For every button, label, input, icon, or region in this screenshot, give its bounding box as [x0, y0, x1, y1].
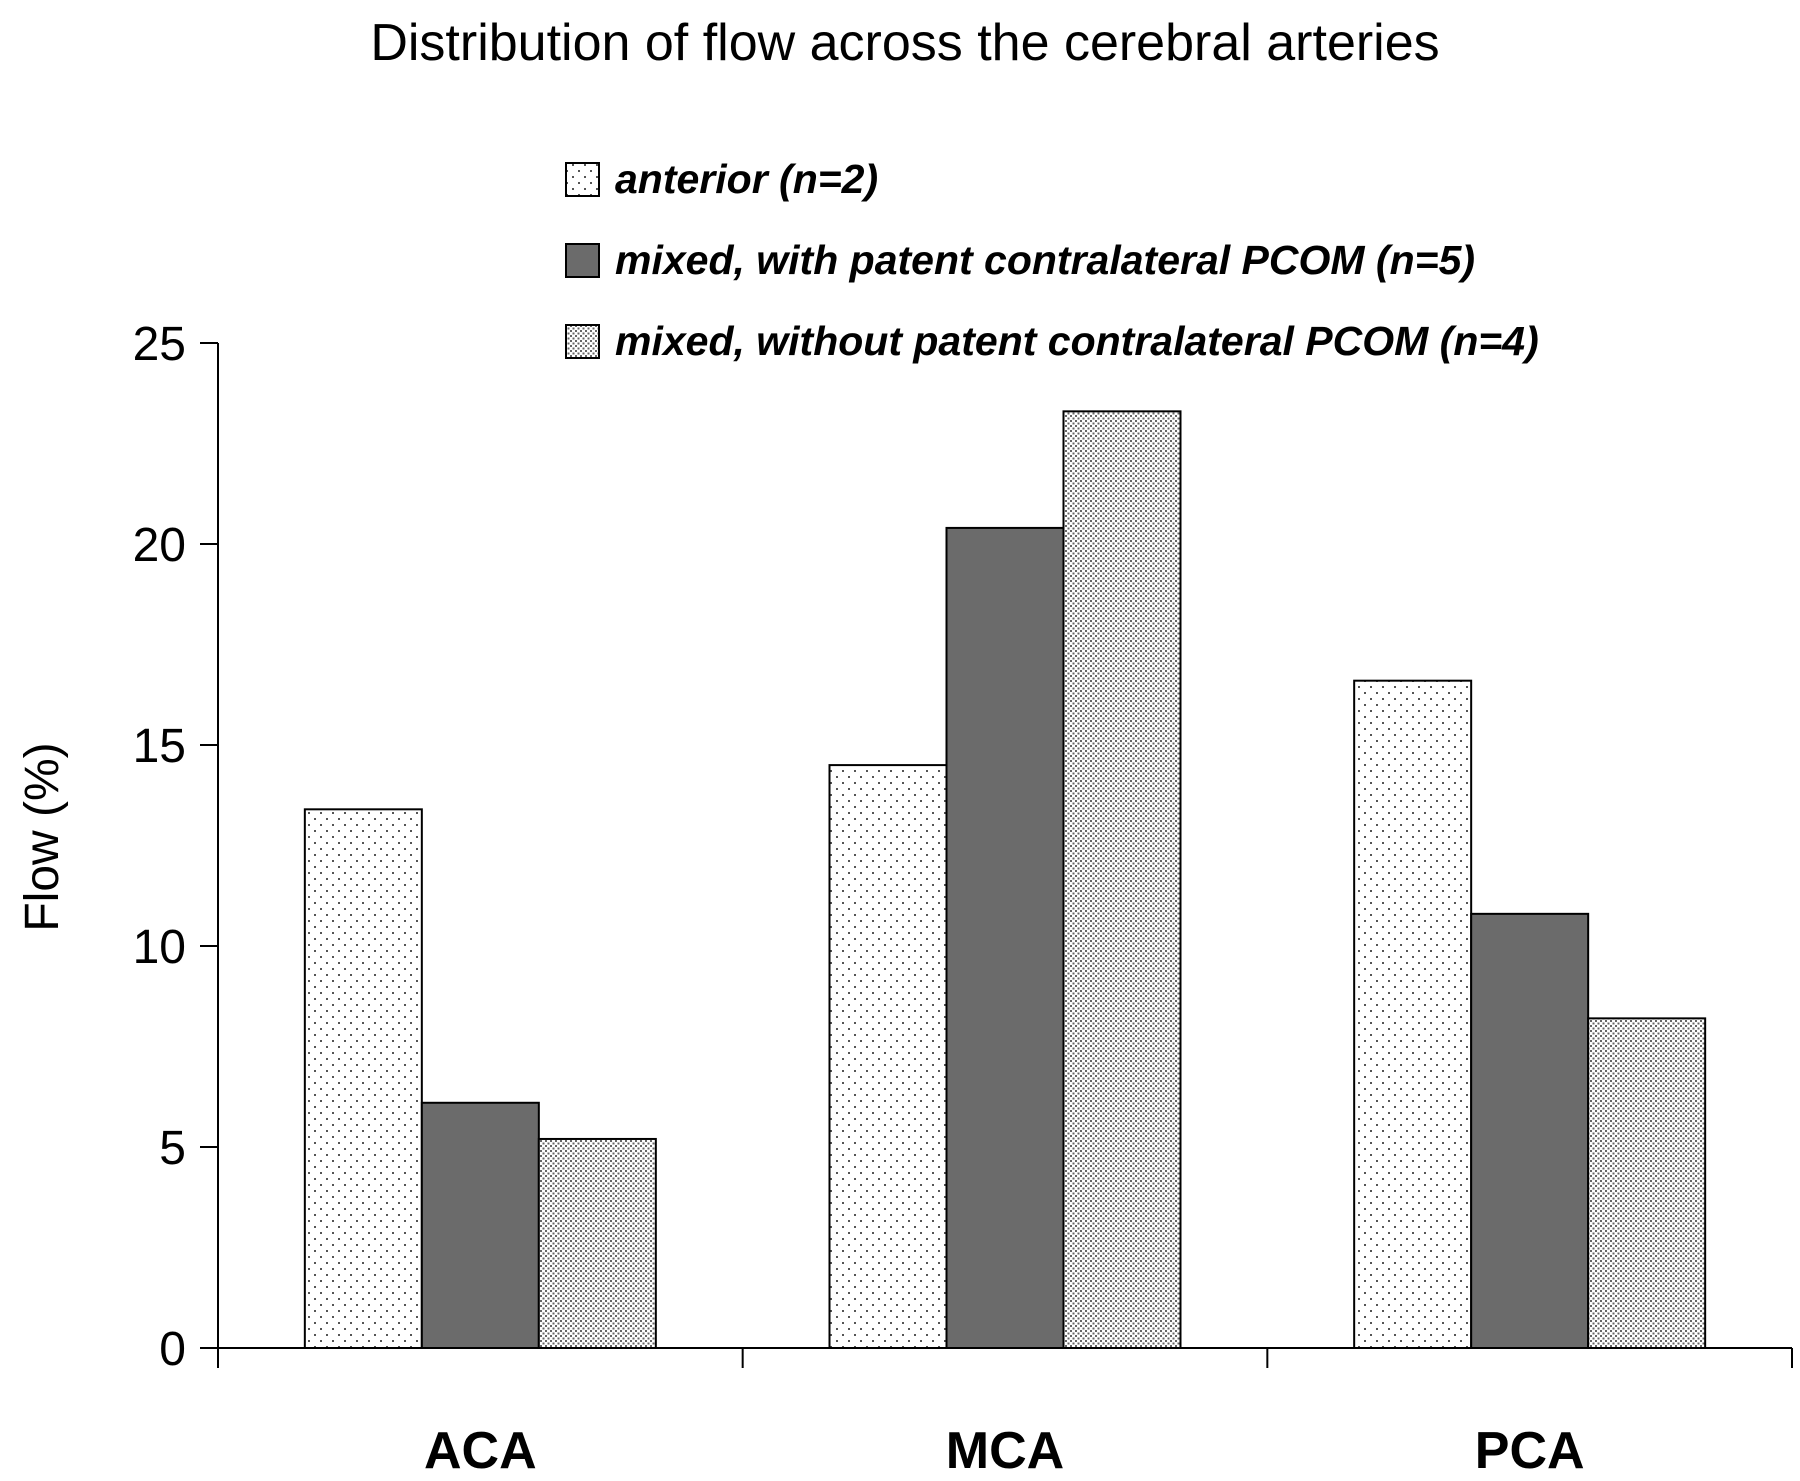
y-tick-label: 5	[159, 1122, 186, 1175]
y-tick-label: 25	[133, 318, 186, 371]
legend-label-3: mixed, without patent contralateral PCOM…	[615, 318, 1539, 364]
legend-swatch-1	[565, 162, 600, 197]
bar-aca-series-2	[420, 1101, 540, 1350]
legend: anterior (n=2) mixed, with patent contral…	[565, 156, 1539, 364]
bars	[303, 410, 1707, 1350]
category-labels: ACA MCA PCA	[424, 1422, 1585, 1480]
bar-aca-series-3	[537, 1137, 657, 1349]
bar-mca-series-2	[945, 526, 1065, 1349]
x-category-label: MCA	[946, 1422, 1064, 1480]
bar-pca-series-1	[1353, 679, 1473, 1349]
legend-swatch-3	[565, 324, 600, 359]
bar-aca-series-1	[303, 808, 423, 1349]
bar-mca-series-1	[828, 764, 948, 1349]
y-tick-label: 15	[133, 720, 186, 773]
y-tick-label: 10	[133, 921, 186, 974]
chart-title: Distribution of flow across the cerebral…	[370, 14, 1439, 72]
bar-pca-series-2	[1470, 912, 1590, 1350]
y-tick-label: 0	[159, 1323, 186, 1376]
legend-label-2: mixed, with patent contralateral PCOM (n…	[615, 237, 1475, 283]
y-axis-label: Flow (%)	[16, 742, 69, 931]
x-category-label: PCA	[1475, 1422, 1585, 1480]
x-category-label: ACA	[424, 1422, 537, 1480]
y-tick-label: 20	[133, 519, 186, 572]
bar-mca-series-3	[1062, 410, 1182, 1349]
legend-label-1: anterior (n=2)	[615, 156, 878, 202]
y-tick-labels: 0 5 10 15 20 25	[133, 318, 186, 1376]
bar-pca-series-3	[1587, 1017, 1707, 1349]
legend-swatch-2	[565, 243, 600, 278]
